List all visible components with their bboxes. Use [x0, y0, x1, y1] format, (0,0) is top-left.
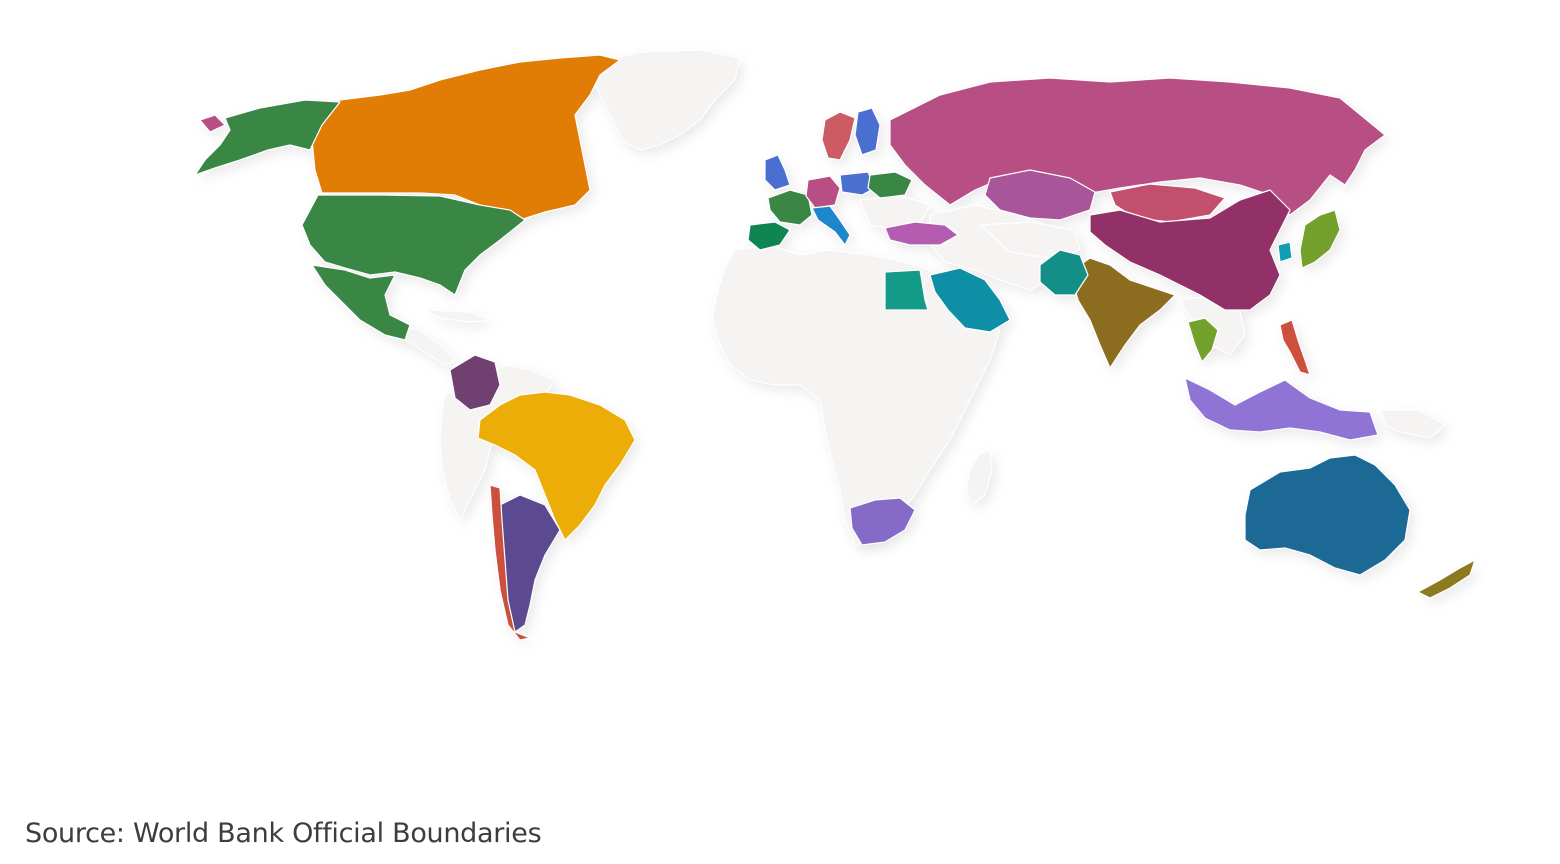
country-new-zealand[interactable] [1417, 559, 1476, 599]
country-philippines[interactable] [1279, 319, 1311, 376]
source-note: Source: World Bank Official Boundaries [25, 818, 542, 849]
country-greenland[interactable] [589, 49, 741, 151]
country-south-korea[interactable] [1277, 241, 1293, 263]
country-italy[interactable] [811, 205, 851, 246]
country-germany[interactable] [805, 175, 841, 209]
country-australia[interactable] [1244, 454, 1411, 576]
country-caribbean[interactable] [424, 309, 491, 323]
world-map-container [194, 49, 1479, 645]
country-iceland[interactable] [199, 114, 226, 133]
country-china[interactable] [1089, 189, 1291, 311]
country-united-states[interactable] [301, 194, 526, 296]
country-alaska[interactable] [194, 99, 341, 176]
country-south-africa[interactable] [849, 497, 916, 546]
country-png[interactable] [1379, 409, 1446, 439]
country-indonesia[interactable] [1184, 377, 1379, 441]
country-russia[interactable] [889, 77, 1386, 216]
country-central-asia-rest[interactable] [979, 221, 1081, 259]
world-choropleth-map [194, 49, 1479, 645]
country-mexico[interactable] [311, 264, 411, 341]
country-colombia[interactable] [449, 354, 501, 411]
country-pakistan[interactable] [1039, 249, 1089, 296]
country-sweden[interactable] [821, 111, 856, 161]
country-madagascar[interactable] [965, 449, 993, 506]
country-chile[interactable] [489, 484, 531, 641]
country-spain[interactable] [747, 221, 791, 251]
country-france[interactable] [767, 189, 813, 226]
country-japan[interactable] [1299, 209, 1341, 269]
country-ukraine[interactable] [867, 171, 913, 199]
country-kazakhstan[interactable] [984, 169, 1096, 221]
country-finland[interactable] [854, 107, 881, 156]
country-saudi-arabia[interactable] [929, 267, 1011, 333]
country-turkey[interactable] [884, 221, 959, 246]
country-poland[interactable] [839, 171, 876, 196]
country-brazil[interactable] [477, 391, 636, 541]
country-thailand[interactable] [1187, 317, 1219, 363]
country-layer [194, 49, 1476, 641]
country-mongolia[interactable] [1109, 183, 1226, 223]
country-canada[interactable] [309, 54, 621, 221]
country-uk[interactable] [764, 154, 791, 191]
country-egypt[interactable] [884, 269, 929, 311]
country-india[interactable] [1069, 257, 1176, 369]
